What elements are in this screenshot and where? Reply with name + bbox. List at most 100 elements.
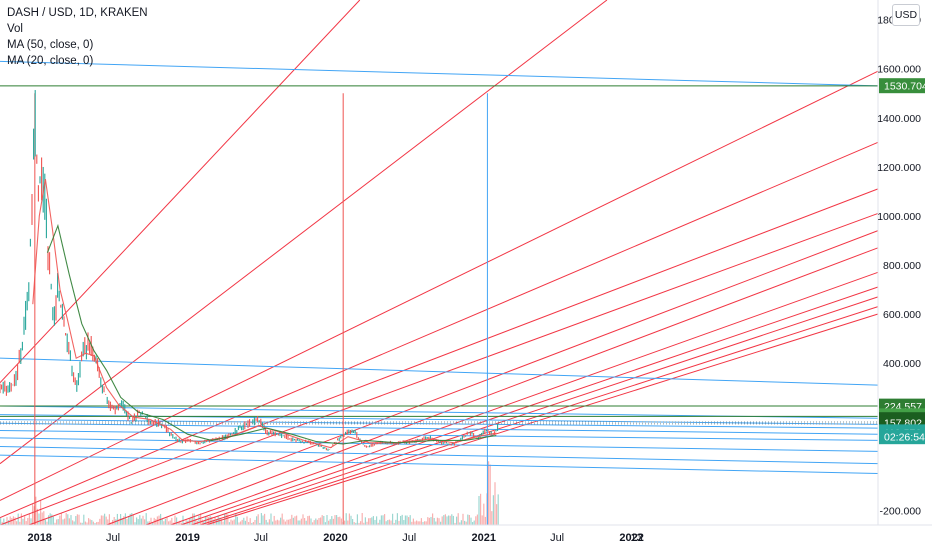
volume-bar bbox=[96, 522, 98, 525]
volume-bar bbox=[166, 517, 168, 525]
volume-bar bbox=[54, 522, 56, 525]
volume-bar bbox=[46, 521, 48, 525]
volume-bar bbox=[470, 517, 472, 525]
time-axis-panel[interactable] bbox=[0, 525, 932, 550]
red-trendline-3 bbox=[0, 70, 879, 501]
volume-bar bbox=[86, 522, 88, 525]
volume-bar bbox=[48, 515, 50, 525]
volume-bar bbox=[43, 511, 45, 525]
volume-bar bbox=[460, 520, 462, 525]
volume-bar bbox=[432, 513, 434, 525]
volume-bar bbox=[262, 515, 264, 525]
volume-bar bbox=[496, 504, 498, 525]
volume-bar bbox=[57, 519, 59, 525]
volume-bar bbox=[80, 522, 82, 525]
volume-bar bbox=[441, 516, 443, 525]
volume-bar bbox=[326, 515, 328, 525]
volume-bar bbox=[451, 514, 453, 525]
volume-bar bbox=[270, 513, 272, 525]
green-horizontal-lines[interactable] bbox=[0, 85, 878, 417]
volume-bar bbox=[380, 515, 382, 525]
volume-bar bbox=[40, 500, 42, 525]
volume-bar bbox=[107, 519, 109, 525]
volume-bar bbox=[236, 516, 238, 525]
volume-bar bbox=[1, 521, 3, 525]
dotted-level-lines bbox=[0, 421, 878, 425]
volume-bar bbox=[217, 515, 219, 525]
volume-bar bbox=[16, 521, 18, 525]
volume-bar bbox=[238, 522, 240, 525]
volume-bar bbox=[0, 518, 2, 525]
legend-ma-50[interactable]: MA (50, close, 0) bbox=[7, 39, 94, 51]
volume-bar bbox=[283, 519, 285, 525]
volume-bar bbox=[492, 495, 494, 525]
volume-bar bbox=[462, 513, 464, 525]
volume-bar bbox=[222, 521, 224, 525]
volume-bar bbox=[299, 520, 301, 525]
volume-bar bbox=[115, 519, 117, 525]
volume-bar bbox=[403, 520, 405, 525]
volume-bar bbox=[168, 521, 170, 525]
volume-bar bbox=[424, 521, 426, 525]
volume-bar bbox=[65, 513, 67, 525]
volume-bar bbox=[337, 517, 339, 525]
volume-bar bbox=[446, 516, 448, 525]
volume-bar bbox=[30, 518, 32, 525]
volume-bar bbox=[73, 521, 75, 525]
legend-symbol-title[interactable]: DASH / USD, 1D, KRAKEN bbox=[7, 7, 148, 19]
volume-bar bbox=[201, 519, 203, 525]
volume-bar bbox=[56, 519, 58, 525]
volume-bar bbox=[84, 521, 86, 525]
volume-bar bbox=[52, 516, 54, 525]
legend-volume[interactable]: Vol bbox=[7, 23, 23, 35]
volume-bar bbox=[422, 521, 424, 525]
volume-bar bbox=[97, 521, 99, 525]
volume-bar bbox=[288, 519, 290, 525]
volume-bar bbox=[384, 514, 386, 525]
blue-trendline-9 bbox=[0, 445, 879, 465]
legend-ma-20[interactable]: MA (20, close, 0) bbox=[7, 55, 94, 67]
volume-bar bbox=[11, 518, 13, 525]
x-tick-label: 2019 bbox=[175, 532, 199, 544]
volume-bar bbox=[134, 522, 136, 525]
volume-bar bbox=[297, 520, 299, 525]
volume-bar bbox=[68, 518, 70, 525]
x-tick-label: Jul bbox=[550, 532, 564, 544]
volume-bar bbox=[4, 522, 6, 525]
price-label-tag bbox=[879, 429, 925, 445]
red-trendlines[interactable] bbox=[0, 0, 879, 526]
volume-bar bbox=[177, 521, 179, 525]
volume-bar bbox=[235, 513, 237, 525]
volume-bar bbox=[140, 518, 142, 525]
volume-bar bbox=[209, 515, 211, 525]
volume-bar bbox=[419, 521, 421, 525]
volume-bar bbox=[36, 508, 38, 525]
red-trendline-11 bbox=[191, 296, 879, 526]
blue-trendline-8 bbox=[0, 437, 879, 452]
volume-bar bbox=[393, 522, 395, 525]
blue-trendlines[interactable] bbox=[0, 60, 879, 474]
volume-bar bbox=[142, 515, 144, 525]
volume-bar bbox=[241, 519, 243, 525]
red-trendline-6 bbox=[28, 212, 879, 526]
volume-bar bbox=[472, 522, 474, 525]
volume-bar bbox=[113, 516, 115, 525]
volume-bar bbox=[352, 519, 354, 525]
y-tick-label: 600.000 bbox=[883, 309, 921, 321]
volume-bar bbox=[230, 519, 232, 525]
volume-bar bbox=[6, 517, 8, 525]
volume-bar bbox=[408, 517, 410, 525]
currency-button[interactable]: USD bbox=[892, 4, 920, 26]
volume-bar bbox=[129, 513, 131, 525]
volume-bar bbox=[340, 518, 342, 525]
y-tick-label: 1600.000 bbox=[877, 64, 921, 76]
volume-bar bbox=[291, 514, 293, 525]
volume-bar bbox=[200, 513, 202, 525]
volume-bar bbox=[348, 513, 350, 525]
volume-bar bbox=[246, 516, 248, 525]
volume-bar bbox=[169, 520, 171, 525]
volume-bar bbox=[273, 515, 275, 525]
volume-bar bbox=[289, 518, 291, 525]
red-trendline-9 bbox=[170, 271, 879, 526]
